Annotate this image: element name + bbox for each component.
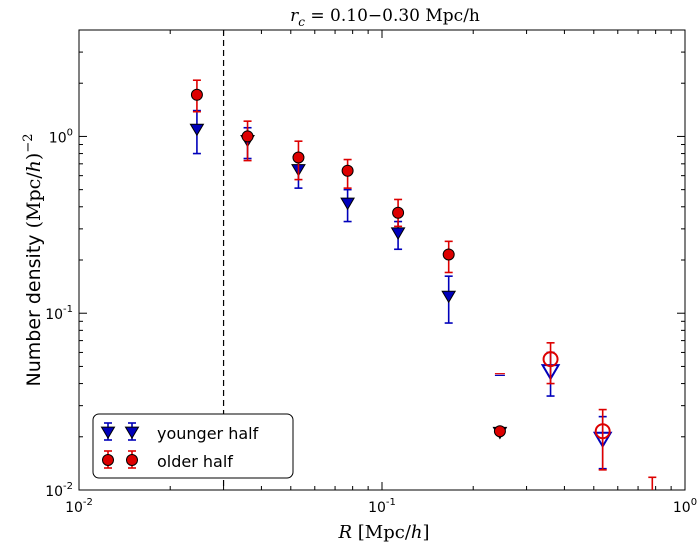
data-point-circle — [392, 206, 405, 219]
y-axis-label-paren: ) — [23, 153, 45, 160]
legend-label-older: older half — [157, 452, 233, 471]
data-point-circle — [542, 351, 559, 368]
x-axis-label-var: R — [337, 522, 352, 543]
x-axis-label-close: ] — [422, 522, 429, 543]
y-tick-base: 10 — [45, 307, 63, 323]
x-tick-label: 10-2 — [65, 497, 93, 516]
y-axis-label-main: Number density — [23, 228, 45, 386]
x-tick-exp: -1 — [386, 497, 396, 508]
x-tick-exp: 0 — [691, 497, 697, 508]
x-tick-label: 10-1 — [368, 497, 396, 516]
legend: younger half older half — [92, 413, 294, 479]
y-tick-base: 10 — [49, 130, 67, 146]
plot-area — [78, 29, 686, 491]
data-point-triangle — [340, 197, 355, 211]
data-point-circle — [341, 164, 354, 177]
y-axis-label: Number density (Mpc/h)−2 — [21, 134, 45, 387]
x-tick-base: 10 — [368, 500, 386, 516]
y-tick-exp: -2 — [63, 481, 73, 492]
data-point-triangle — [189, 123, 205, 137]
y-tick-label: 10-1 — [45, 304, 73, 323]
legend-box — [92, 413, 294, 479]
marks-layer — [189, 30, 657, 490]
y-axis-label-h: h — [23, 160, 45, 172]
data-point-circle — [241, 130, 254, 143]
y-tick-label: 10-2 — [45, 481, 73, 500]
legend-marker-younger — [100, 426, 116, 440]
x-tick-base: 10 — [65, 500, 83, 516]
legend-label-younger: younger half — [157, 424, 259, 443]
legend-marker-older — [102, 454, 114, 466]
y-tick-label: 100 — [49, 127, 73, 146]
legend-marker-older — [126, 454, 138, 466]
x-tick-base: 10 — [673, 500, 691, 516]
data-point-circle — [190, 88, 203, 101]
y-tick-exp: 0 — [67, 127, 73, 138]
y-tick-exp: -1 — [63, 304, 73, 315]
x-tick-label: 100 — [673, 497, 697, 516]
legend-marker-younger — [124, 426, 140, 440]
title-rest: = 0.10−0.30 Mpc/h — [305, 6, 480, 26]
data-point-circle — [493, 425, 506, 438]
data-point-circle — [594, 423, 611, 440]
chart-title: rc = 0.10−0.30 Mpc/h — [290, 6, 480, 29]
data-point-circle — [442, 248, 455, 261]
x-axis-label: R [Mpc/h] — [337, 522, 429, 543]
data-point-triangle — [390, 227, 406, 240]
x-axis-label-h: h — [411, 522, 423, 543]
data-point-circle — [292, 151, 305, 164]
y-axis-label-exp: −2 — [21, 134, 36, 153]
data-point-triangle — [441, 290, 457, 304]
title-sub: c — [298, 15, 305, 29]
legend-entries — [100, 422, 140, 469]
series-older — [190, 79, 657, 490]
x-tick-exp: -2 — [83, 497, 93, 508]
x-axis-label-unit: [Mpc/ — [352, 522, 412, 543]
y-tick-base: 10 — [45, 484, 63, 500]
title-var: r — [290, 6, 299, 26]
y-axis-label-unit: (Mpc/ — [23, 172, 45, 229]
